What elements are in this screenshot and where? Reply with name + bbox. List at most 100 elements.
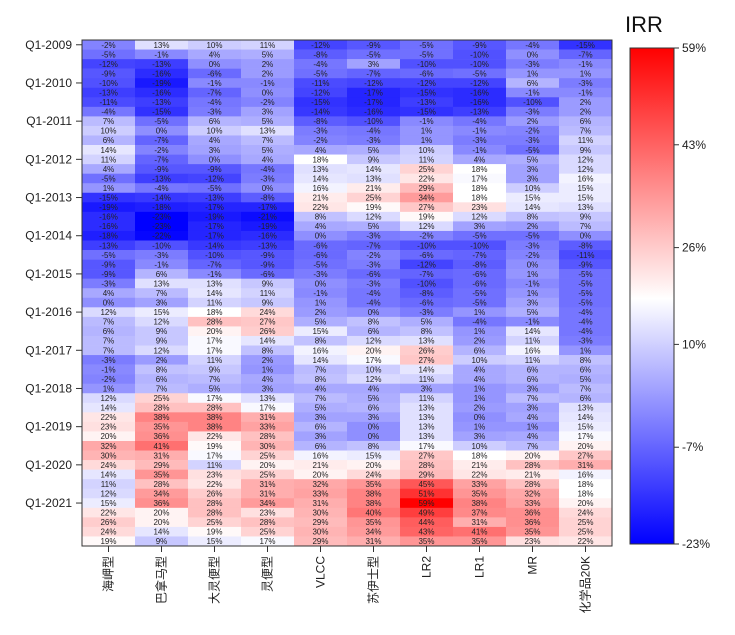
cell-value-label: 14% [418,365,434,374]
heatmap-cell [453,221,507,232]
heatmap-cell [400,278,454,289]
cell-value-label: 9% [209,365,221,374]
cell-value-label: 21% [471,461,487,470]
heatmap-cell [82,383,136,394]
heatmap-cell [506,250,560,260]
heatmap-cell [506,517,560,528]
cell-value-label: 3% [315,413,327,422]
heatmap-cell [559,517,613,528]
heatmap-cell [347,374,401,384]
heatmap-cell [135,49,189,60]
cell-value-label: 36% [153,432,169,441]
heatmap-cell [188,97,242,108]
heatmap-cell [400,192,454,203]
heatmap-cell [82,507,136,518]
cell-value-label: 38% [206,423,222,432]
cell-value-label: 28% [206,509,222,518]
heatmap-cell [506,259,560,270]
heatmap-cell [188,440,242,451]
heatmap-cell [400,78,454,89]
heatmap-cell [294,78,348,89]
heatmap-cell [347,211,401,222]
x-tick-label: 巴拿马型 [154,556,169,604]
cell-value-label: -16% [152,89,171,98]
cell-value-label: -13% [258,241,277,250]
cell-value-label: -2% [154,146,168,155]
heatmap-cell [453,498,507,509]
cell-value-label: -1% [525,89,539,98]
heatmap-cell [82,297,136,308]
heatmap-cell [559,460,613,470]
cell-value-label: 4% [262,375,274,384]
heatmap-cell [347,135,401,146]
cell-value-label: 20% [577,442,593,451]
cell-value-label: 4% [474,375,486,384]
heatmap-cell [82,469,136,480]
cell-value-label: -3% [207,108,221,117]
cell-value-label: 1% [421,136,433,145]
heatmap-cell [559,269,613,279]
heatmap-cell [135,412,189,423]
heatmap-cell [559,326,613,337]
cell-value-label: 35% [524,528,540,537]
cell-value-label: 13% [577,203,593,212]
cell-value-label: -10% [417,279,436,288]
heatmap-cell [135,307,189,318]
cell-value-label: 12% [577,155,593,164]
cell-value-label: -9% [101,270,115,279]
cell-value-label: 5% [368,394,380,403]
heatmap-cell [453,192,507,203]
cell-value-label: 26% [206,489,222,498]
heatmap-cell [400,221,454,232]
heatmap-cell [506,364,560,375]
cell-value-label: -1% [578,89,592,98]
heatmap-cell [453,97,507,108]
heatmap-cell [188,383,242,394]
heatmap-cell [453,364,507,375]
heatmap-cell [294,97,348,108]
heatmap-cell [82,259,136,270]
colorbar-gradient [629,47,675,545]
cell-value-label: 11% [207,461,222,470]
cell-value-label: 2% [580,108,592,117]
cell-value-label: -6% [472,270,486,279]
cell-value-label: 28% [524,461,540,470]
cell-value-label: 21% [312,194,328,203]
heatmap-cell [506,87,560,98]
heatmap-cell [400,97,454,108]
cell-value-label: -8% [313,50,327,59]
cell-value-label: -5% [313,260,327,269]
heatmap-cell [188,469,242,480]
heatmap-cell [294,87,348,98]
heatmap-cell [188,87,242,98]
cell-value-label: 2% [580,98,592,107]
heatmap-cell [506,297,560,308]
heatmap-cell [135,297,189,308]
heatmap-cell [453,116,507,127]
cell-value-label: -3% [525,108,539,117]
heatmap-cell [241,355,295,365]
cell-value-label: 21% [312,461,328,470]
cell-value-label: -3% [525,60,539,69]
heatmap-cell [559,192,613,203]
heatmap-cell [82,460,136,470]
heatmap-cell [453,135,507,146]
cell-value-label: 3% [474,222,486,231]
cell-value-label: -4% [578,327,592,336]
cell-value-label: -1% [207,270,221,279]
heatmap-cell [400,297,454,308]
heatmap-cell [188,211,242,222]
heatmap-cell [241,278,295,289]
cell-value-label: 6% [527,365,539,374]
heatmap-cell [453,59,507,69]
heatmap-cell [559,431,613,442]
cell-value-label: -9% [154,165,168,174]
heatmap-cell [347,145,401,155]
heatmap-cell [188,135,242,146]
heatmap-cell [241,431,295,442]
heatmap-cell [400,469,454,480]
cell-value-label: 11% [578,136,593,145]
cell-value-label: -16% [364,108,383,117]
cell-value-label: 6% [315,423,327,432]
heatmap-cell [453,125,507,136]
